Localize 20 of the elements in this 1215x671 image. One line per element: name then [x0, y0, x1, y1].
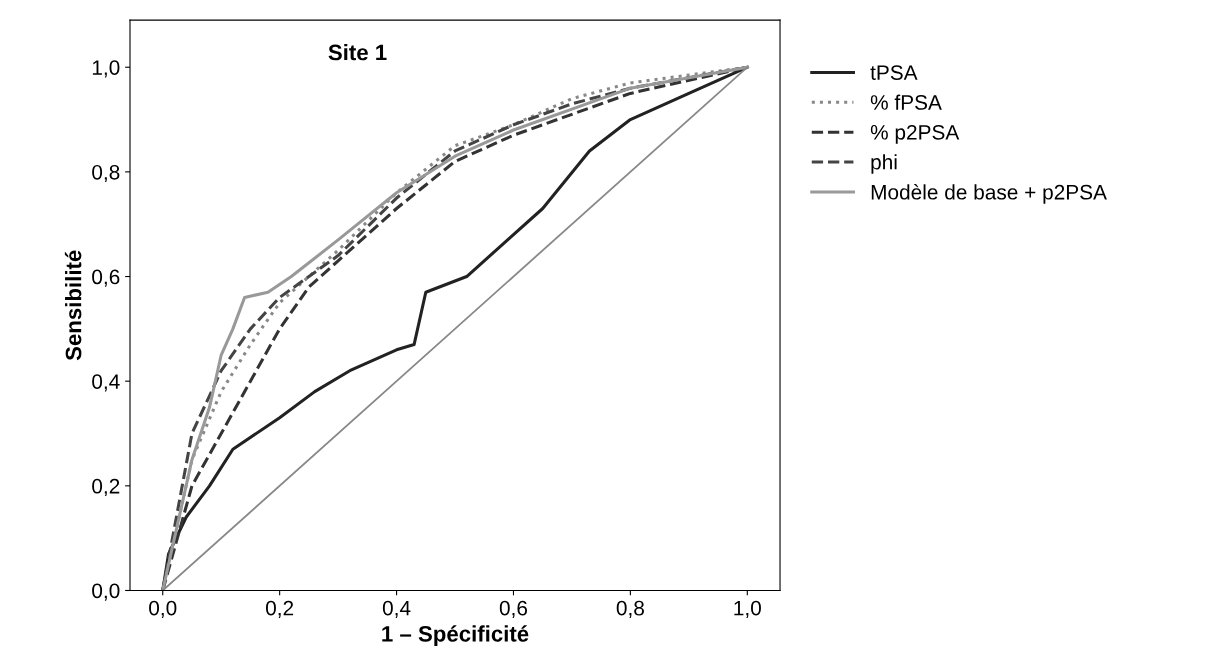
- y-tick-label: 0,8: [92, 164, 120, 183]
- legend-label: Modèle de base + p2PSA: [871, 184, 1107, 204]
- y-tick-label: 1,0: [92, 60, 120, 78]
- x-tick-label: 0,0: [149, 600, 177, 618]
- x-tick-label: 0,6: [499, 600, 528, 618]
- text: Site 1: [328, 43, 387, 61]
- legend-label: phi: [871, 154, 897, 174]
- y-tick-label: 0,2: [92, 478, 120, 497]
- legend-label: % p2PSA: [870, 124, 960, 144]
- x-tick-label: 0,2: [265, 600, 294, 618]
- x-tick-label: 0,4: [382, 600, 411, 618]
- y-tick-label: 0,6: [92, 269, 120, 287]
- y-axis-title: Sensibilité: [64, 250, 82, 361]
- x-tick-label: 1,0: [734, 600, 761, 618]
- legend-label: tPSA: [870, 65, 918, 80]
- x-tick-label: 0,8: [616, 600, 644, 618]
- y-tick-label: 0,0: [92, 583, 120, 601]
- legend-label: % fPSA: [870, 94, 942, 110]
- y-tick-label: 0,4: [92, 374, 120, 392]
- x-axis-title: 1 – Spécificité: [382, 625, 529, 647]
